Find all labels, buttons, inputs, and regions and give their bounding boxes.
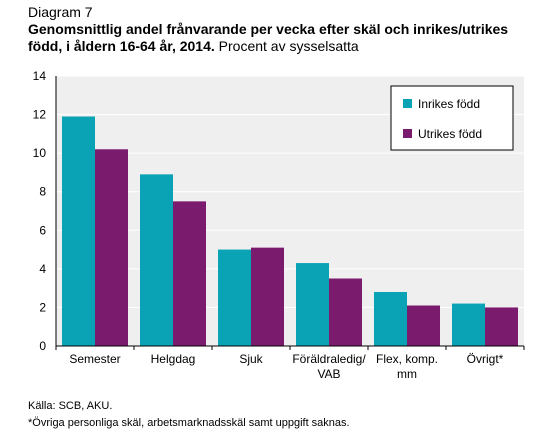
footnote: *Övriga personliga skäl, arbetsmarknadss… (28, 417, 350, 429)
legend-label: Utrikes född (418, 127, 482, 141)
gridlines (56, 75, 524, 308)
bar (374, 292, 407, 346)
x-tick-label: Semester (69, 352, 120, 366)
chart-title-bold: Genomsnittlig andel frånvarande per veck… (28, 21, 509, 54)
bar (296, 263, 329, 346)
legend-box (390, 85, 514, 151)
legend-label: Inrikes född (418, 97, 480, 111)
source-note: Källa: SCB, AKU. (28, 400, 113, 412)
x-tick-label: mm (397, 367, 417, 381)
bar (485, 307, 518, 346)
bar (452, 303, 485, 346)
y-tick-label: 2 (39, 300, 46, 314)
y-tick-label: 12 (33, 108, 47, 122)
y-tick-label: 8 (39, 185, 46, 199)
tick-labels: 0 2 4 6 8 10 12 14 Semester Helgdag Sjuk Föräldrale… (33, 69, 504, 381)
diagram-label: Diagram 7 (28, 4, 93, 20)
y-tick-label: 6 (39, 223, 46, 237)
bar (140, 174, 173, 346)
legend-swatch (403, 129, 412, 138)
bar (218, 249, 251, 346)
x-tick-label: Föräldraledig/ (292, 352, 366, 366)
bar (62, 116, 95, 346)
y-tick-label: 4 (39, 262, 46, 276)
chart-title: Genomsnittlig andel frånvarande per veck… (28, 21, 543, 55)
x-tick-label: VAB (317, 367, 340, 381)
legend-swatch (403, 99, 412, 108)
y-tick-label: 10 (33, 146, 47, 160)
axes (55, 76, 525, 350)
x-tick-label: Övrigt* (467, 352, 504, 366)
bar (95, 149, 128, 346)
x-tick-label: Flex, komp. (376, 352, 438, 366)
bar-chart: 0 2 4 6 8 10 12 14 Semester Helgdag Sjuk Föräldrale… (33, 69, 525, 381)
chart-title-unit: Procent av sysselsatta (218, 38, 359, 54)
bar (329, 278, 362, 346)
legend: Inrikes född Utrikes född (390, 85, 514, 151)
bars (62, 116, 518, 346)
bar (407, 305, 440, 346)
bar (173, 201, 206, 346)
y-tick-label: 14 (33, 69, 47, 83)
bar (251, 247, 284, 346)
x-tick-label: Sjuk (239, 352, 263, 366)
y-tick-label: 0 (39, 339, 46, 353)
x-tick-label: Helgdag (151, 352, 196, 366)
